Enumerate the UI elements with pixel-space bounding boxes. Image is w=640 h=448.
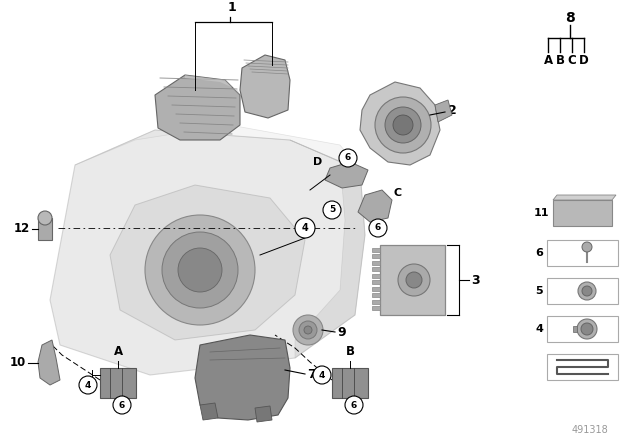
Bar [547,354,618,380]
Bar [547,240,618,266]
Text: 3: 3 [471,273,479,287]
Circle shape [406,272,422,288]
Bar [372,261,380,265]
Bar [372,280,380,284]
Bar [547,316,618,342]
Text: B: B [346,345,355,358]
Circle shape [398,264,430,296]
Bar [332,368,368,398]
Circle shape [375,97,431,153]
Text: 6: 6 [351,401,357,409]
Circle shape [178,248,222,292]
Circle shape [393,115,413,135]
Circle shape [581,323,593,335]
Bar [372,274,380,278]
Text: 4: 4 [301,223,308,233]
Text: B: B [556,53,564,66]
Circle shape [345,396,363,414]
Polygon shape [435,100,452,122]
Bar [100,368,136,398]
Circle shape [385,107,421,143]
Polygon shape [553,195,616,200]
Text: 6: 6 [535,248,543,258]
Circle shape [323,201,341,219]
Bar [372,248,380,252]
Circle shape [339,149,357,167]
Text: 4: 4 [319,370,325,379]
Circle shape [299,321,317,339]
Polygon shape [358,190,392,222]
Text: 11: 11 [534,208,549,218]
Text: 12: 12 [13,223,30,236]
Bar [553,200,612,226]
Text: 5: 5 [329,206,335,215]
Bar [372,287,380,291]
Text: 8: 8 [565,11,575,25]
Polygon shape [155,75,240,140]
Polygon shape [200,403,218,420]
Text: 5: 5 [536,286,543,296]
Circle shape [577,319,597,339]
Bar [372,254,380,258]
Polygon shape [110,185,305,340]
Circle shape [578,282,596,300]
Text: 6: 6 [119,401,125,409]
Circle shape [369,219,387,237]
Text: 7: 7 [307,369,316,382]
Circle shape [113,396,131,414]
Text: A: A [113,345,123,358]
Text: A: A [543,53,552,66]
Circle shape [582,286,592,296]
Circle shape [145,215,255,325]
Polygon shape [240,55,290,118]
Text: 1: 1 [228,1,236,14]
Bar [547,278,618,304]
Bar [372,306,380,310]
Text: D: D [579,53,589,66]
Circle shape [162,232,238,308]
Polygon shape [75,125,360,170]
Polygon shape [380,245,445,315]
Polygon shape [50,130,365,375]
Text: 6: 6 [375,224,381,233]
Circle shape [293,315,323,345]
Text: 6: 6 [345,154,351,163]
Circle shape [79,376,97,394]
Circle shape [304,326,312,334]
Text: 2: 2 [448,103,457,116]
Bar [372,293,380,297]
Text: 9: 9 [337,326,346,339]
Bar [573,326,577,332]
Bar [372,267,380,271]
Text: 4: 4 [85,380,91,389]
Text: C: C [568,53,577,66]
Polygon shape [38,340,60,385]
Text: C: C [394,188,402,198]
Text: D: D [313,157,322,167]
Polygon shape [360,82,440,165]
Circle shape [295,218,315,238]
Polygon shape [195,335,290,420]
Text: 491318: 491318 [572,425,609,435]
Bar [372,300,380,304]
Polygon shape [185,75,240,95]
Polygon shape [325,162,368,188]
Bar [38,218,52,240]
Circle shape [38,211,52,225]
Polygon shape [290,140,365,358]
Text: 10: 10 [10,357,26,370]
Text: 4: 4 [535,324,543,334]
Circle shape [582,242,592,252]
Polygon shape [255,406,272,422]
Circle shape [313,366,331,384]
